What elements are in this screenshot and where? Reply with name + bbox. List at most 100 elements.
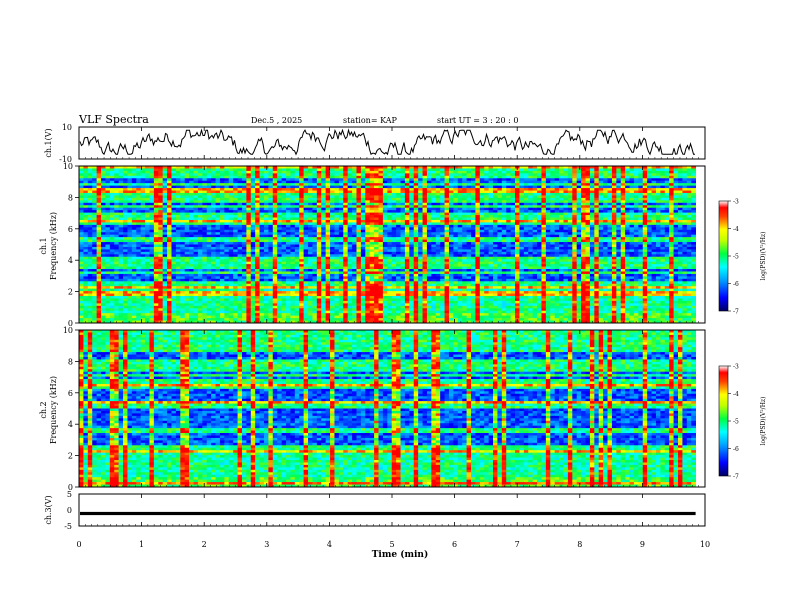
ch1-spectrogram-cell bbox=[453, 175, 459, 179]
ch1-spectrogram-cell bbox=[422, 175, 428, 179]
ch1-spectrogram-cell bbox=[250, 166, 256, 169]
ch1-spectrogram-cell bbox=[418, 234, 423, 238]
ch1-spectrogram-cell bbox=[136, 166, 142, 169]
ch1-spectrogram-cell bbox=[114, 195, 120, 199]
ch1-spectrogram-cell bbox=[131, 175, 137, 179]
ch1-spectrogram-cell bbox=[83, 242, 89, 245]
ch1-spectrogram-cell bbox=[211, 244, 216, 248]
ch1-spectrogram-cell bbox=[308, 212, 313, 216]
ch1-spectrogram-cell bbox=[501, 207, 507, 211]
ch1-spectrogram-cell bbox=[167, 215, 172, 218]
ch1-spectrogram-cell bbox=[308, 232, 313, 236]
ch1-spectrogram-cell bbox=[563, 170, 569, 174]
ch1-spectrogram-cell bbox=[625, 190, 630, 194]
ch1-spectrogram-cell bbox=[598, 229, 604, 233]
ch1-spectrogram-cell bbox=[589, 232, 595, 236]
ch1-spectrogram-cell bbox=[149, 237, 155, 240]
ch1-spectrogram-cell bbox=[611, 205, 617, 209]
ch1-spectrogram-cell bbox=[497, 175, 503, 179]
ch1-spectrogram-cell bbox=[189, 180, 194, 184]
ch1-spectrogram-cell bbox=[493, 202, 498, 206]
ch1-spectrogram-cell bbox=[131, 195, 137, 199]
ch1-spectrogram-cell bbox=[127, 212, 133, 216]
ch1-spectrogram-cell bbox=[263, 219, 269, 223]
ch1-spectrogram-cell bbox=[127, 237, 133, 240]
ch1-spectrogram-cell bbox=[171, 207, 177, 211]
ch1-spectrogram-cell bbox=[673, 195, 679, 199]
ch1-spectrogram-cell bbox=[550, 195, 556, 199]
ch1-spectrogram-cell bbox=[149, 192, 155, 196]
ch1-spectrogram-cell bbox=[664, 222, 670, 226]
ch1-spectrogram-cell bbox=[475, 183, 481, 187]
ch1-spectrogram-cell bbox=[308, 175, 313, 179]
ch1-spectrogram-cell bbox=[158, 215, 164, 218]
ch1-spectrogram-cell bbox=[541, 227, 547, 231]
ch1-spectrogram-cell bbox=[400, 168, 406, 172]
ch1-spectrogram-cell bbox=[611, 215, 617, 218]
ch1-spectrogram-cell bbox=[559, 232, 564, 236]
ch1-spectrogram-cell bbox=[589, 210, 595, 214]
ch1-spectrogram-cell bbox=[158, 244, 164, 248]
ch1-spectrogram-cell bbox=[83, 229, 89, 233]
ch1-spectrogram-cell bbox=[352, 197, 357, 201]
ch1-spectrogram-cell bbox=[391, 168, 397, 172]
ch1-spectrogram-cell bbox=[404, 166, 410, 169]
ch1-spectrogram-cell bbox=[598, 200, 604, 204]
ch1-spectrogram-cell bbox=[528, 234, 534, 238]
ch1-spectrogram-cell bbox=[589, 197, 595, 201]
ch1-spectrogram-cell bbox=[175, 178, 181, 182]
ch1-spectrogram-cell bbox=[347, 175, 353, 179]
ch1-spectrogram-cell bbox=[92, 180, 98, 184]
ch1-spectrogram-cell bbox=[369, 190, 375, 194]
ch1-spectrogram-cell bbox=[400, 195, 406, 199]
ch1-spectrogram-cell bbox=[136, 202, 142, 206]
ch1-spectrogram-cell bbox=[669, 192, 674, 196]
ch1-spectrogram-cell bbox=[541, 242, 547, 245]
ch1-spectrogram-cell bbox=[594, 185, 600, 189]
ch1-spectrogram-cell bbox=[426, 168, 432, 172]
ch1-spectrogram-cell bbox=[360, 183, 366, 187]
ch1-spectrogram-cell bbox=[598, 246, 604, 250]
ch1-spectrogram-cell bbox=[523, 190, 529, 194]
ch1-spectrogram-cell bbox=[479, 183, 485, 187]
ch1-spectrogram-cell bbox=[625, 232, 630, 236]
ch1-spectrogram-cell bbox=[334, 180, 340, 184]
ch1-spectrogram-cell bbox=[246, 217, 252, 221]
ch1-spectrogram-cell bbox=[523, 229, 529, 233]
ch1-spectrogram-cell bbox=[497, 185, 503, 189]
ch1-spectrogram-cell bbox=[660, 185, 666, 189]
ch1-spectrogram-cell bbox=[281, 192, 287, 196]
ch1-spectrogram-cell bbox=[145, 207, 150, 211]
ch1-spectrogram-cell bbox=[682, 173, 688, 177]
ch1-spectrogram-cell bbox=[537, 166, 542, 169]
ch1-spectrogram-cell bbox=[585, 249, 591, 253]
ch1-spectrogram-cell bbox=[647, 168, 652, 172]
ch1-spectrogram-cell bbox=[444, 215, 450, 218]
ch1-spectrogram-cell bbox=[585, 239, 591, 243]
ch1-spectrogram-cell bbox=[79, 180, 84, 184]
ch1-spectrogram-cell bbox=[101, 185, 106, 189]
ch1-spectrogram-cell bbox=[431, 212, 437, 216]
ch1-spectrogram-cell bbox=[501, 200, 507, 204]
ch1-spectrogram-cell bbox=[647, 239, 652, 243]
ch1-spectrogram-cell bbox=[268, 170, 274, 174]
ch1-spectrogram-cell bbox=[224, 215, 230, 218]
ch1-spectrogram-cell bbox=[404, 185, 410, 189]
ch1-spectrogram-cell bbox=[127, 178, 133, 182]
ch1-spectrogram-cell bbox=[294, 210, 300, 214]
ch1-spectrogram-cell bbox=[79, 178, 84, 182]
ch1-spectrogram-cell bbox=[338, 192, 344, 196]
ch1-spectrogram-cell bbox=[515, 173, 520, 177]
ch1-spectrogram-cell bbox=[629, 249, 635, 253]
ch1-spectrogram-cell bbox=[629, 210, 635, 214]
ch1-spectrogram-cell bbox=[299, 200, 305, 204]
ch1-spectrogram-cell bbox=[444, 227, 450, 231]
ch1-spectrogram-cell bbox=[448, 192, 454, 196]
ch1-spectrogram-cell bbox=[431, 237, 437, 240]
ch1-spectrogram-cell bbox=[79, 219, 84, 223]
ch1-spectrogram-cell bbox=[638, 242, 644, 245]
ch1-spectrogram-cell bbox=[105, 178, 111, 182]
ch1-spectrogram-cell bbox=[647, 212, 652, 216]
ch1-spectrogram-cell bbox=[101, 217, 106, 221]
ch1-spectrogram-cell bbox=[338, 202, 344, 206]
